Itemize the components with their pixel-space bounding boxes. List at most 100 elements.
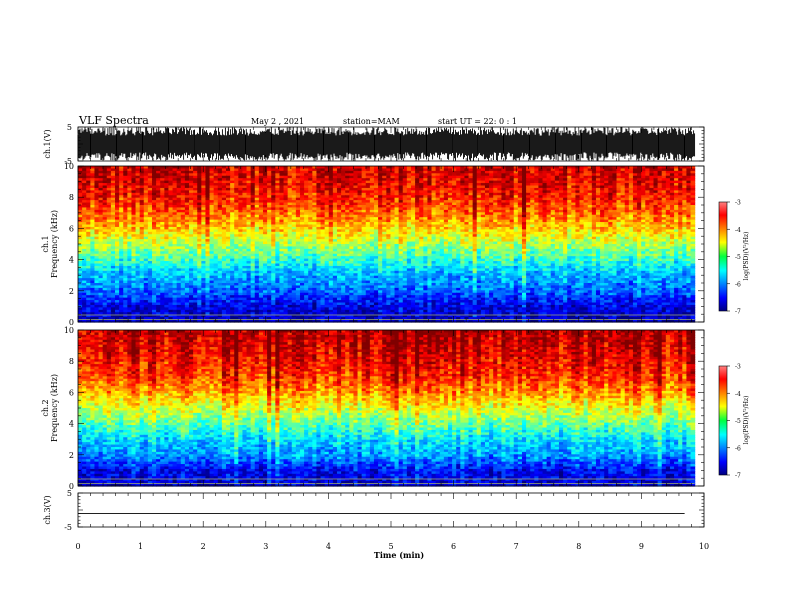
spectrogram-cell: [110, 212, 116, 216]
spectrogram-cell: [217, 209, 223, 213]
spectrogram-cell: [115, 195, 120, 199]
spectrogram-cell: [188, 222, 194, 226]
spectrogram-cell: [353, 222, 359, 226]
spectrogram-cell: [221, 246, 227, 250]
spectrogram-cell: [369, 178, 375, 182]
spectrogram-cell: [447, 219, 453, 223]
spectrogram-cell: [608, 214, 613, 218]
spectrogram-cell: [517, 205, 523, 209]
spectrogram-cell: [456, 185, 461, 189]
spectrogram-cell: [110, 185, 116, 189]
spectrogram-cell: [131, 224, 137, 228]
spectrogram-cell: [386, 207, 392, 211]
spectrogram-cell: [472, 231, 478, 235]
spectrogram-cell: [620, 217, 626, 221]
spectrogram-cell: [328, 244, 334, 248]
spectrogram-cell: [472, 207, 478, 211]
spectrogram-cell: [398, 209, 404, 213]
spectrogram-cell: [641, 200, 646, 204]
spectrogram-cell: [209, 183, 215, 187]
spectrogram-cell: [361, 173, 367, 177]
spectrogram-cell: [156, 241, 161, 245]
spectrogram-cell: [242, 217, 248, 221]
spectrogram-cell: [78, 246, 83, 250]
spectrogram-cell: [431, 244, 437, 248]
spectrogram-cell: [316, 234, 322, 238]
spectrogram-cell: [147, 168, 153, 172]
spectrogram-cell: [336, 202, 342, 206]
spectrogram-cell: [632, 244, 638, 248]
spectrogram-cell: [205, 173, 211, 177]
spectrogram-cell: [620, 209, 626, 213]
spectrogram-cell: [102, 224, 108, 228]
spectrogram-cell: [184, 205, 190, 209]
spectrogram-cell: [172, 244, 178, 248]
spectrogram-cell: [197, 183, 202, 187]
spectrogram-cell: [575, 241, 581, 245]
spectrogram-cell: [139, 244, 145, 248]
spectrogram-cell: [435, 195, 441, 199]
spectrogram-cell: [283, 190, 289, 194]
spectrogram-cell: [501, 192, 507, 196]
spectrogram-cell: [373, 175, 379, 179]
spectrogram-cell: [530, 234, 535, 238]
spectrogram-cell: [530, 190, 535, 194]
spectrogram-cell: [336, 192, 342, 196]
spectrogram-cell: [608, 168, 613, 172]
spectrogram-cell: [90, 239, 96, 243]
spectrogram-cell: [579, 195, 585, 199]
spectrogram-cell: [168, 185, 174, 189]
spectrogram-cell: [254, 234, 260, 238]
spectrogram-cell: [341, 173, 346, 177]
spectrogram-cell: [271, 212, 276, 216]
spectrogram-cell: [283, 192, 289, 196]
spectrogram-cell: [472, 219, 478, 223]
spectrogram-cell: [279, 175, 285, 179]
spectrogram-cell: [382, 239, 387, 243]
spectrogram-cell: [513, 185, 519, 189]
spectrogram-cell: [661, 217, 667, 221]
spectrogram-cell: [669, 175, 675, 179]
spectrogram-cell: [542, 214, 548, 218]
spectrogram-cell: [443, 183, 449, 187]
spectrogram-cell: [402, 190, 408, 194]
spectrogram-cell: [546, 231, 552, 235]
spectrogram-cell: [295, 200, 301, 204]
spectrogram-cell: [476, 236, 482, 240]
spectrogram-cell: [657, 231, 663, 235]
spectrogram-cell: [390, 212, 396, 216]
spectrogram-cell: [480, 234, 486, 238]
spectrogram-cell: [299, 219, 305, 223]
spectrogram-cell: [279, 168, 285, 172]
spectrogram-cell: [164, 166, 170, 170]
spectrogram-cell: [382, 226, 387, 230]
spectrogram-cell: [632, 226, 638, 230]
spectrogram-cell: [415, 190, 420, 194]
spectrogram-cell: [209, 214, 215, 218]
spectrogram-cell: [571, 192, 576, 196]
spectrogram-cell: [649, 168, 655, 172]
spectrogram-cell: [653, 185, 659, 189]
spectrogram-cell: [160, 207, 165, 211]
spectrogram-cell: [349, 173, 355, 177]
spectrogram-cell: [160, 212, 165, 216]
spectrogram-cell: [250, 209, 256, 213]
spectrogram-cell: [513, 234, 519, 238]
spectrogram-cell: [119, 200, 124, 204]
spectrogram-cell: [94, 183, 100, 187]
spectrogram-cell: [563, 170, 568, 174]
spectrogram-cell: [230, 200, 235, 204]
spectrogram-cell: [682, 231, 687, 235]
spectrogram-cell: [542, 166, 548, 170]
spectrogram-cell: [517, 202, 523, 206]
spectrogram-cell: [665, 190, 671, 194]
spectrogram-cell: [328, 195, 334, 199]
spectrogram-cell: [628, 187, 634, 191]
spectrogram-cell: [238, 200, 244, 204]
spectrogram-cell: [119, 244, 124, 248]
spectrogram-cell: [184, 226, 190, 230]
spectrogram-cell: [312, 200, 318, 204]
spectrogram-cell: [82, 207, 87, 211]
spectrogram-cell: [637, 195, 642, 199]
spectrogram-cell: [328, 212, 334, 216]
